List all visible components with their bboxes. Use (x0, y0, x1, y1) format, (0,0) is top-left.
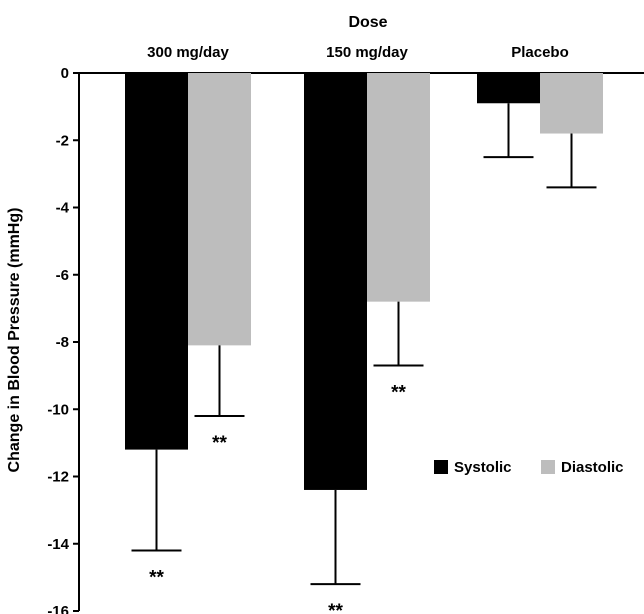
chart-title: Dose (348, 14, 387, 31)
legend-label-systolic: Systolic (454, 459, 512, 476)
y-tick-label: -12 (47, 469, 69, 486)
legend-label-diastolic: Diastolic (561, 459, 624, 476)
bar-diastolic (540, 73, 603, 134)
y-axis-label: Change in Blood Pressure (mmHg) (6, 208, 23, 473)
y-tick-label: -6 (56, 267, 69, 284)
bar-systolic (304, 73, 367, 490)
category-label: 150 mg/day (326, 44, 408, 61)
significance-marker: ** (212, 433, 227, 454)
plot-area: 0 -2 -4 -6 -8 -10 -12 -14 -16 300 mg/day 150 mg/da… (47, 44, 644, 614)
y-tick-label: -16 (47, 603, 69, 614)
legend: Systolic Diastolic (434, 459, 624, 476)
bar-systolic (125, 73, 188, 450)
y-tick-label: -2 (56, 132, 69, 149)
significance-marker: ** (149, 567, 164, 588)
bar-diastolic (188, 73, 251, 346)
bar-systolic (477, 73, 540, 104)
legend-swatch-systolic (434, 460, 448, 474)
significance-marker: ** (391, 383, 406, 404)
y-tick-label: -4 (56, 200, 70, 217)
y-tick-label: 0 (61, 65, 69, 82)
legend-swatch-diastolic (541, 460, 555, 474)
y-tick-label: -8 (56, 334, 69, 351)
y-tick-label: -10 (47, 401, 69, 418)
category-label: 300 mg/day (147, 44, 229, 61)
bar-diastolic (367, 73, 430, 302)
category-label: Placebo (511, 44, 569, 61)
significance-marker: ** (328, 601, 343, 614)
y-tick-label: -14 (47, 536, 69, 553)
